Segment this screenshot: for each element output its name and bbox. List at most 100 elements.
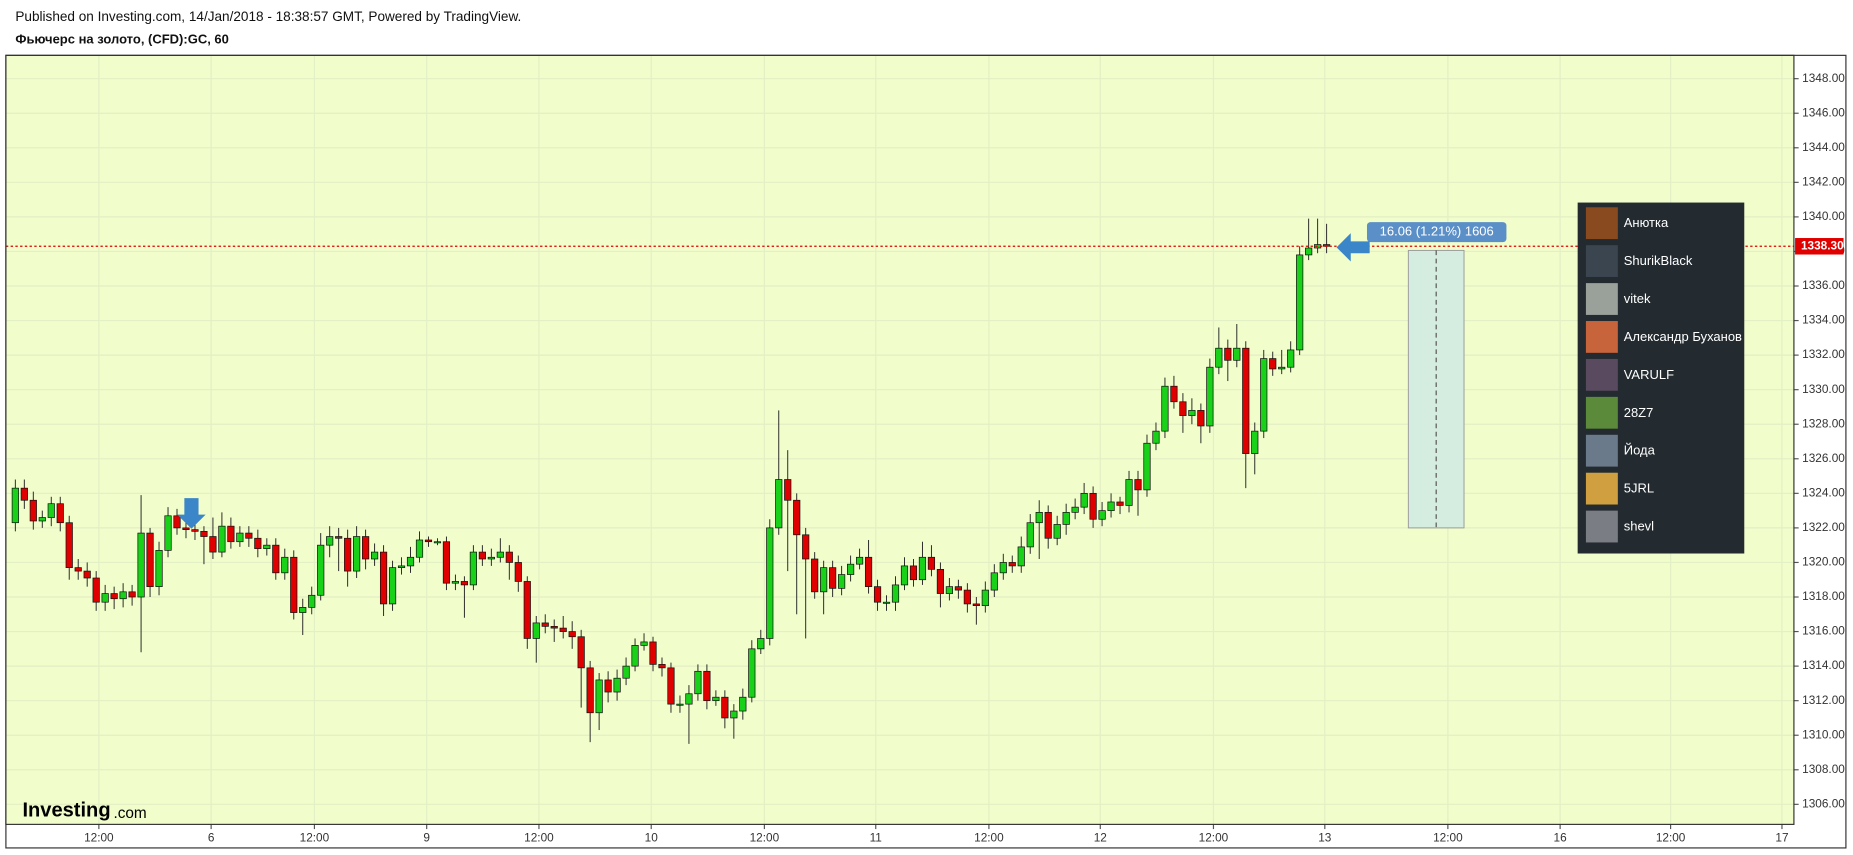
candle-body: [254, 537, 262, 549]
candle-body: [1134, 479, 1142, 491]
candle-body: [891, 584, 900, 603]
viewer-name[interactable]: shevl: [1624, 519, 1654, 534]
candle-body: [1116, 501, 1124, 506]
candle-body: [838, 574, 846, 589]
candle-body: [604, 679, 612, 693]
candle-body: [353, 536, 361, 572]
candle-body: [829, 567, 837, 589]
candle-body: [595, 679, 603, 714]
candle-body: [793, 499, 801, 536]
logo-name: Investing: [22, 800, 110, 822]
y-tick-label: 1332.00: [1802, 348, 1845, 361]
candle-body: [56, 503, 64, 524]
y-tick-label: 1342.00: [1802, 175, 1845, 188]
candle-body: [460, 581, 468, 586]
candle-body: [74, 567, 82, 572]
candle-body: [1215, 347, 1223, 368]
published: Published on Investing.com, 14/Jan/2018 …: [15, 9, 521, 24]
plot-bg: [5, 55, 1794, 825]
candle-body: [451, 581, 460, 584]
candle-body: [290, 556, 298, 613]
candle-body: [200, 530, 208, 537]
candle-body: [1242, 347, 1250, 454]
candle-body: [65, 522, 73, 568]
candle-body: [613, 677, 621, 693]
candle-body: [981, 589, 989, 606]
candle-body: [945, 586, 953, 594]
y-tick-label: 1312.00: [1802, 694, 1845, 707]
candle-body: [1260, 358, 1268, 432]
viewer-name[interactable]: Йода: [1624, 443, 1656, 458]
candle-body: [550, 626, 558, 629]
x-tick-label: 12:00: [84, 832, 114, 845]
candle-body: [299, 607, 307, 613]
candle-body: [110, 593, 118, 600]
candle-body: [712, 696, 720, 702]
candle-body: [191, 529, 199, 532]
avatar: [1585, 358, 1618, 391]
avatar: [1585, 245, 1618, 277]
candle-body: [164, 515, 172, 551]
chart-title: Фьючерс на золото, (CFD):GC, 60: [15, 31, 229, 46]
candle-body: [424, 539, 433, 543]
candle-body: [406, 556, 415, 567]
avatar: [1585, 472, 1618, 505]
viewer-name[interactable]: Анютка: [1624, 215, 1669, 230]
candle-body: [1269, 358, 1277, 370]
candle-body: [362, 536, 370, 560]
candle-body: [927, 556, 936, 570]
candle-body: [820, 567, 828, 593]
candle-body: [1044, 511, 1052, 539]
candle-body: [1053, 524, 1061, 539]
candle-body: [514, 562, 522, 582]
candle-body: [694, 670, 702, 695]
candle-body: [469, 551, 477, 586]
candle-body: [568, 631, 576, 638]
candle-body: [478, 551, 486, 560]
candle-body: [38, 517, 46, 522]
y-tick-label: 1334.00: [1802, 314, 1845, 327]
candle-body: [990, 572, 998, 591]
candle-body: [1188, 410, 1196, 416]
candle-body: [882, 601, 891, 604]
viewer-name[interactable]: Александр Буханов: [1624, 329, 1742, 344]
candle-body: [371, 551, 379, 560]
candle-body: [703, 670, 711, 702]
y-tick-label: 1316.00: [1802, 625, 1845, 638]
candle-body: [20, 487, 28, 501]
y-tick-label: 1346.00: [1802, 106, 1845, 119]
candle-body: [245, 532, 253, 539]
viewer-name[interactable]: VARULF: [1624, 367, 1674, 382]
candle-body: [496, 551, 504, 558]
candle-body: [101, 593, 109, 603]
candle-body: [308, 594, 316, 608]
candle-body: [1197, 410, 1205, 427]
candle-body: [873, 586, 882, 603]
y-tick-label: 1324.00: [1802, 486, 1845, 499]
candle-body: [1224, 347, 1232, 361]
candle-body: [685, 693, 693, 705]
viewer-name[interactable]: 28Z7: [1624, 405, 1654, 420]
candle-body: [505, 551, 513, 563]
last-price-label: 1338.30: [1801, 239, 1844, 252]
viewers-panel: Анютка ShurikBlack vitek Александр Буханов V…: [1577, 202, 1745, 554]
x-tick-label: 16: [1554, 832, 1568, 845]
candle-body: [236, 532, 244, 543]
candle-body: [415, 539, 424, 558]
avatar: [1585, 434, 1618, 467]
candle-body: [182, 527, 190, 530]
candle-body: [811, 558, 819, 593]
y-tick-label: 1320.00: [1802, 556, 1845, 569]
candle-body: [802, 534, 810, 560]
candle-body: [766, 527, 774, 639]
viewer-name[interactable]: ShurikBlack: [1624, 253, 1693, 268]
candle-body: [335, 536, 343, 539]
candle-body: [640, 641, 648, 646]
candle-body: [281, 556, 289, 574]
viewer-name[interactable]: 5JRL: [1624, 481, 1654, 496]
x-tick-label: 12:00: [300, 832, 330, 845]
viewer-name[interactable]: vitek: [1624, 291, 1651, 306]
candle-body: [29, 499, 37, 522]
